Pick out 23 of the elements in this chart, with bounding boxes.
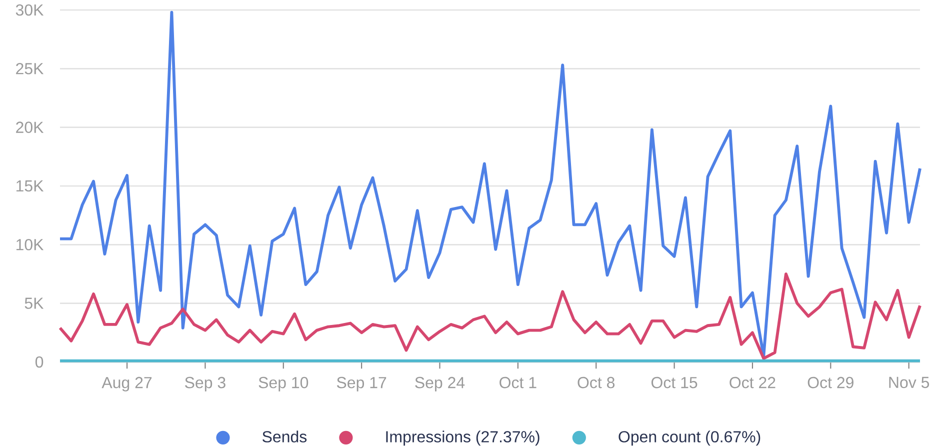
x-tick-label: Sep 17 bbox=[336, 376, 386, 392]
legend-label: Impressions (27.37%) bbox=[386, 430, 540, 446]
y-tick-label: 5K bbox=[24, 298, 44, 309]
x-tick-label: Oct 22 bbox=[730, 376, 776, 388]
y-tick-label: 0 bbox=[35, 356, 44, 368]
x-tick-label: Aug 27 bbox=[102, 376, 152, 392]
y-tick-label: 30K bbox=[16, 4, 44, 16]
legend-label: Open count (0.67%) bbox=[618, 430, 760, 446]
x-tick-label: Oct 1 bbox=[500, 376, 536, 388]
line-series bbox=[58, 10, 922, 358]
y-tick-label: 10K bbox=[16, 238, 44, 250]
x-tick-label: Sep 24 bbox=[415, 376, 465, 392]
y-tick-label: 15K bbox=[16, 180, 44, 192]
x-tick-label: Sep 10 bbox=[258, 376, 308, 392]
y-tick-label: 20K bbox=[16, 122, 44, 133]
x-tick-label: Sep 3 bbox=[185, 376, 226, 392]
x-tick-label: Oct 8 bbox=[578, 376, 615, 388]
x-tick-label: Oct 29 bbox=[808, 376, 854, 388]
x-tick-label: Nov 5 bbox=[889, 376, 930, 388]
x-tick-label: Oct 15 bbox=[651, 376, 698, 388]
legend-label: Sends bbox=[262, 430, 307, 442]
y-tick-label: 25K bbox=[16, 63, 44, 74]
line-series bbox=[58, 272, 922, 360]
